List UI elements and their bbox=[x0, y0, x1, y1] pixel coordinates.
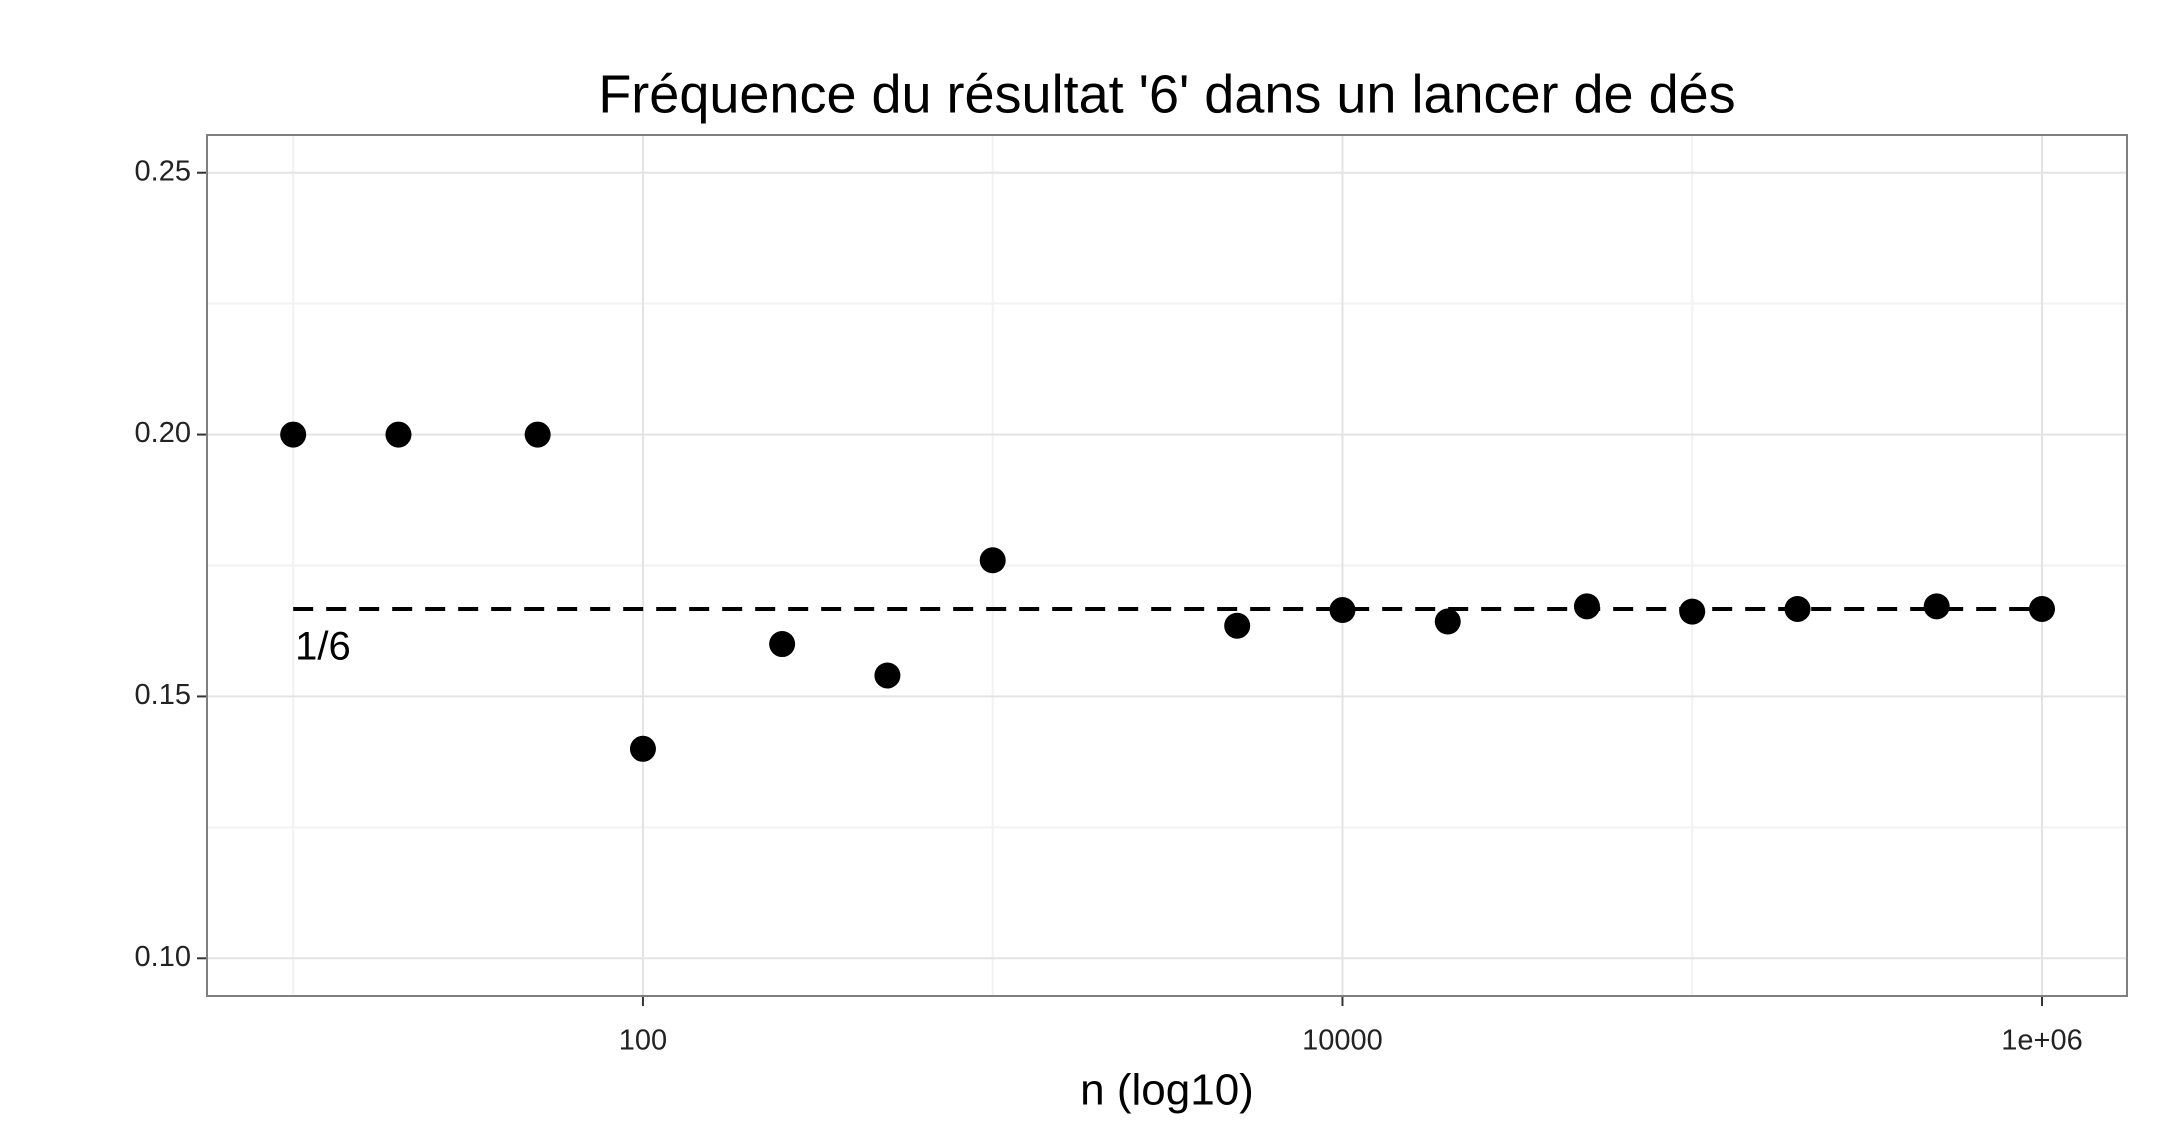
point bbox=[1573, 593, 1600, 620]
point bbox=[769, 631, 796, 658]
plot-border bbox=[206, 134, 2128, 997]
y-tick-label: 0.10 bbox=[135, 941, 191, 973]
point bbox=[280, 421, 307, 448]
point bbox=[979, 547, 1006, 574]
point bbox=[1434, 608, 1461, 635]
point bbox=[1679, 598, 1706, 625]
point bbox=[385, 421, 412, 448]
x-tick-label: 100 bbox=[619, 1025, 667, 1057]
point bbox=[1923, 593, 1950, 620]
y-tick-label: 0.15 bbox=[135, 679, 191, 711]
point bbox=[524, 421, 551, 448]
x-tick-label: 10000 bbox=[1302, 1025, 1383, 1057]
point bbox=[874, 662, 901, 689]
point bbox=[1224, 612, 1251, 639]
y-tick-label: 0.20 bbox=[135, 417, 191, 449]
reference-label: 1/6 bbox=[295, 625, 351, 669]
y-tick-label: 0.25 bbox=[135, 155, 191, 187]
point bbox=[629, 735, 656, 762]
point bbox=[2028, 595, 2055, 622]
point bbox=[1784, 595, 1811, 622]
x-axis-title: n (log10) bbox=[1080, 1066, 1254, 1115]
chart-title: Fréquence du résultat '6' dans un lancer… bbox=[598, 64, 1735, 124]
x-tick-label: 1e+06 bbox=[2001, 1025, 2082, 1057]
point bbox=[1329, 597, 1356, 624]
